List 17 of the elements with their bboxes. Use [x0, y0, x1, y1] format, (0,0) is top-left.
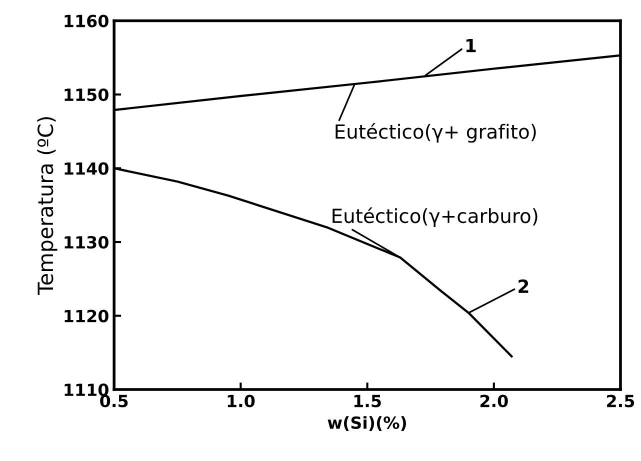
x-tick-label: 0.5	[100, 394, 128, 408]
annotation: Eutéctico(γ+carburo)	[332, 207, 538, 227]
y-axis-title: Temperatura (ºC)	[37, 117, 58, 296]
x-tick-label: 2.0	[480, 394, 508, 408]
y-tick-label: 1150	[64, 88, 108, 102]
y-tick-label: 1160	[64, 14, 108, 28]
x-tick-label: 2.5	[607, 394, 634, 408]
x-tick-label: 1.0	[228, 394, 255, 408]
x-axis-title: w(Si)(%)	[328, 416, 406, 431]
annotation: 1	[466, 38, 476, 52]
annotation: Eutéctico(γ+ grafito)	[336, 123, 536, 143]
x-tick-label: 1.5	[354, 394, 381, 408]
annotation: 2	[518, 279, 528, 293]
y-tick-label: 1110	[64, 384, 108, 396]
y-tick-label: 1130	[64, 236, 108, 249]
y-tick-label: 1120	[64, 310, 108, 322]
y-tick-label: 1140	[64, 162, 108, 175]
